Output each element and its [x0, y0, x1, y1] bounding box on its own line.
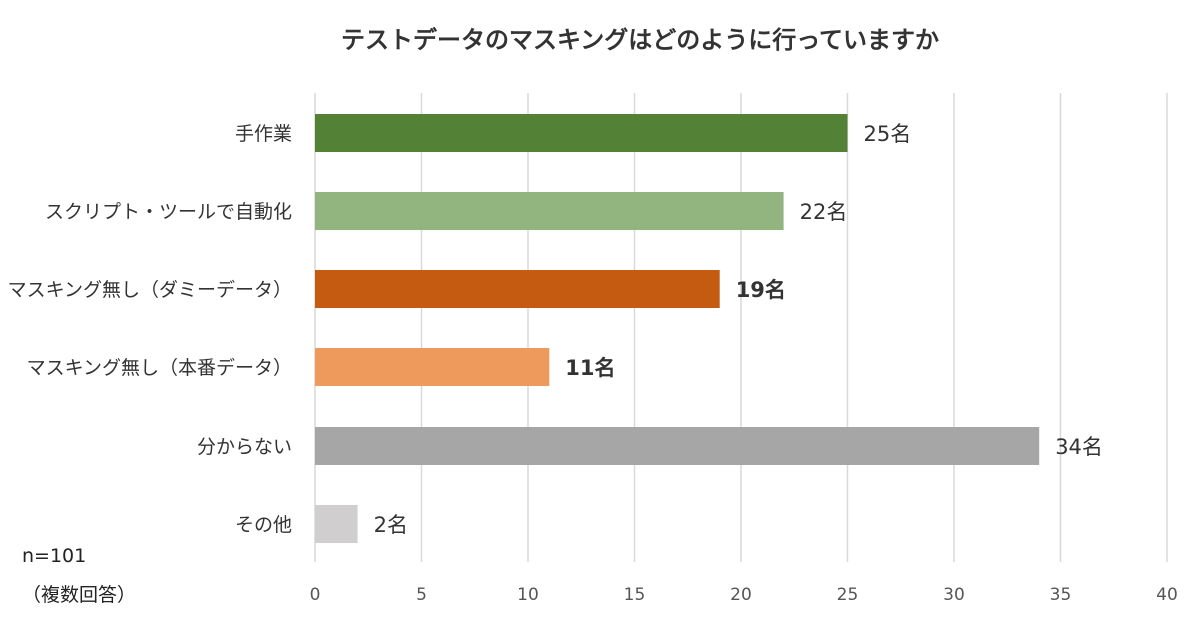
- x-tick-label: 30: [943, 585, 965, 605]
- gridlines: [314, 93, 1168, 562]
- chart-title: テストデータのマスキングはどのように行っていますか: [341, 26, 939, 54]
- bar: [315, 270, 720, 308]
- category-label: 手作業: [235, 123, 292, 145]
- data-label: 22名: [800, 200, 848, 224]
- x-tick-label: 40: [1156, 585, 1178, 605]
- data-label: 34名: [1055, 435, 1103, 459]
- data-labels: 25名 22名 19名 11名 34名 2名: [374, 122, 1103, 537]
- bar: [315, 192, 784, 230]
- data-label: 19名: [736, 278, 786, 302]
- x-tick-label: 35: [1050, 585, 1072, 605]
- x-tick-label: 10: [517, 585, 539, 605]
- category-label: スクリプト・ツールで自動化: [45, 201, 292, 223]
- bar-series: [315, 114, 1040, 543]
- x-axis-ticks: 0 5 10 15 20 25 30 35 40: [310, 585, 1178, 605]
- bar: [315, 114, 848, 152]
- data-label: 2名: [374, 513, 408, 537]
- category-label: マスキング無し（ダミーデータ）: [8, 279, 292, 301]
- bar: [315, 427, 1040, 465]
- category-label: 分からない: [197, 436, 292, 458]
- data-label: 25名: [864, 122, 912, 146]
- category-label: マスキング無し（本番データ）: [27, 357, 292, 379]
- x-tick-label: 20: [730, 585, 752, 605]
- bar: [315, 348, 550, 386]
- bar: [315, 505, 358, 543]
- x-tick-label: 5: [416, 585, 427, 605]
- sample-size-note: n=101: [22, 545, 87, 567]
- x-tick-label: 0: [310, 585, 321, 605]
- x-tick-label: 15: [624, 585, 646, 605]
- data-label: 11名: [565, 356, 615, 380]
- category-label: その他: [235, 514, 292, 536]
- answer-type-note: （複数回答）: [22, 584, 137, 606]
- x-tick-label: 25: [837, 585, 859, 605]
